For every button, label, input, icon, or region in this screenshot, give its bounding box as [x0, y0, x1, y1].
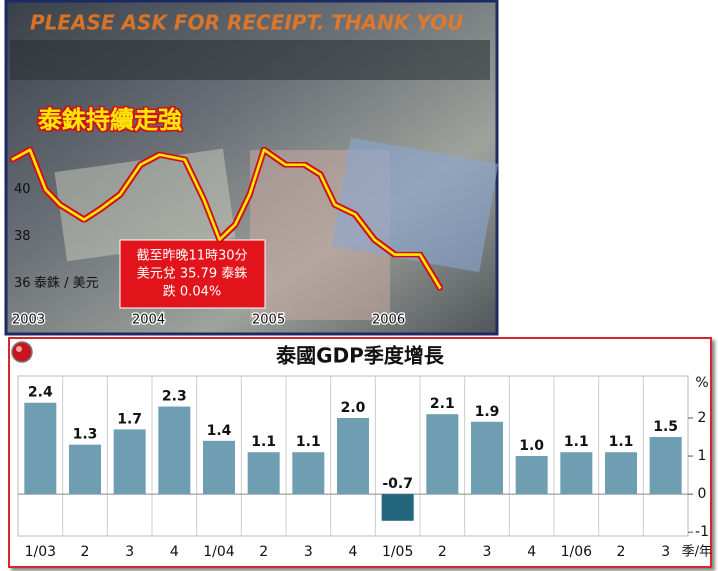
y-tick-label: 36: [14, 276, 31, 291]
watermark: PLEASE ASK FOR RECEIPT. THANK YOU: [30, 11, 463, 35]
bar: [69, 444, 101, 495]
value-label: 1.5: [653, 419, 678, 435]
value-label: 1.0: [519, 438, 544, 454]
bar: [24, 402, 57, 495]
x-tick-label: 1/04: [203, 544, 235, 560]
bar: [158, 406, 191, 495]
bar: [471, 421, 503, 495]
value-label: 1.1: [564, 434, 589, 450]
bar: [113, 429, 146, 495]
value-label: 1.7: [117, 411, 142, 427]
y-axis-label: %: [695, 375, 708, 391]
value-label: 1.1: [609, 434, 634, 450]
y-tick-label: 2: [698, 410, 707, 426]
bar: [337, 417, 369, 495]
x-tick-label: 2: [259, 544, 268, 560]
y-tick-label: -1: [695, 524, 709, 540]
x-tick-label: 4: [349, 544, 358, 560]
annotation-box: [119, 239, 266, 309]
bar: [560, 452, 593, 495]
annotation: 截至昨晚11時30分: [136, 249, 247, 264]
value-label: 1.1: [296, 434, 321, 450]
value-label: 1.3: [73, 427, 98, 443]
bar: [381, 494, 414, 521]
chart-title: 泰銖持續走強: [38, 106, 182, 134]
price-line: [11, 148, 442, 290]
bar: [292, 452, 325, 495]
y-tick-label: 0: [698, 486, 707, 502]
x-tick-label: 1/06: [561, 544, 593, 560]
bar: [203, 440, 235, 495]
x-tick-label: 2: [617, 544, 626, 560]
annotation: 跌 0.04%: [163, 284, 221, 300]
window-band: [10, 40, 490, 80]
x-tick-label: 3: [125, 544, 134, 560]
x-tick-label: 3: [661, 544, 670, 560]
bar: [247, 452, 280, 495]
value-label: 2.1: [430, 396, 455, 412]
x-tick-label: 1/05: [382, 544, 413, 560]
x-tick-label: 1/03: [25, 544, 56, 560]
x-tick-label: 2003: [12, 313, 45, 328]
x-tick-label: 2004: [132, 313, 165, 328]
bar: [426, 414, 459, 495]
banknote: [54, 148, 236, 262]
x-tick-label: 2005: [252, 313, 285, 328]
y-tick-label: 40: [14, 182, 31, 197]
y-tick-label: 38: [14, 229, 31, 244]
bar: [605, 452, 637, 495]
bullet-highlight: [16, 346, 22, 352]
value-label: 2.3: [162, 389, 187, 405]
bar: [515, 456, 548, 495]
value-label: 1.9: [475, 404, 500, 420]
value-label: 2.4: [28, 385, 53, 401]
value-label: 1.1: [251, 434, 276, 450]
x-tick-label: 2: [81, 544, 90, 560]
value-label: 2.0: [341, 400, 366, 416]
x-axis-label: 季/年: [682, 545, 712, 560]
x-tick-label: 2006: [372, 313, 405, 328]
bar: [649, 437, 682, 495]
value-label: -0.7: [382, 476, 413, 492]
bullet-icon: [11, 341, 33, 363]
x-tick-label: 3: [483, 544, 492, 560]
y-tick-label: 1: [698, 448, 707, 464]
annotation: 美元兌 35.79 泰銖: [137, 266, 247, 282]
chart-title: 泰國GDP季度增長: [275, 344, 445, 368]
x-tick-label: 2: [438, 544, 447, 560]
x-tick-label: 4: [527, 544, 536, 560]
value-label: 1.4: [207, 423, 232, 439]
y-axis-label: 泰銖 / 美元: [34, 275, 99, 291]
x-tick-label: 4: [170, 544, 179, 560]
x-tick-label: 3: [304, 544, 313, 560]
